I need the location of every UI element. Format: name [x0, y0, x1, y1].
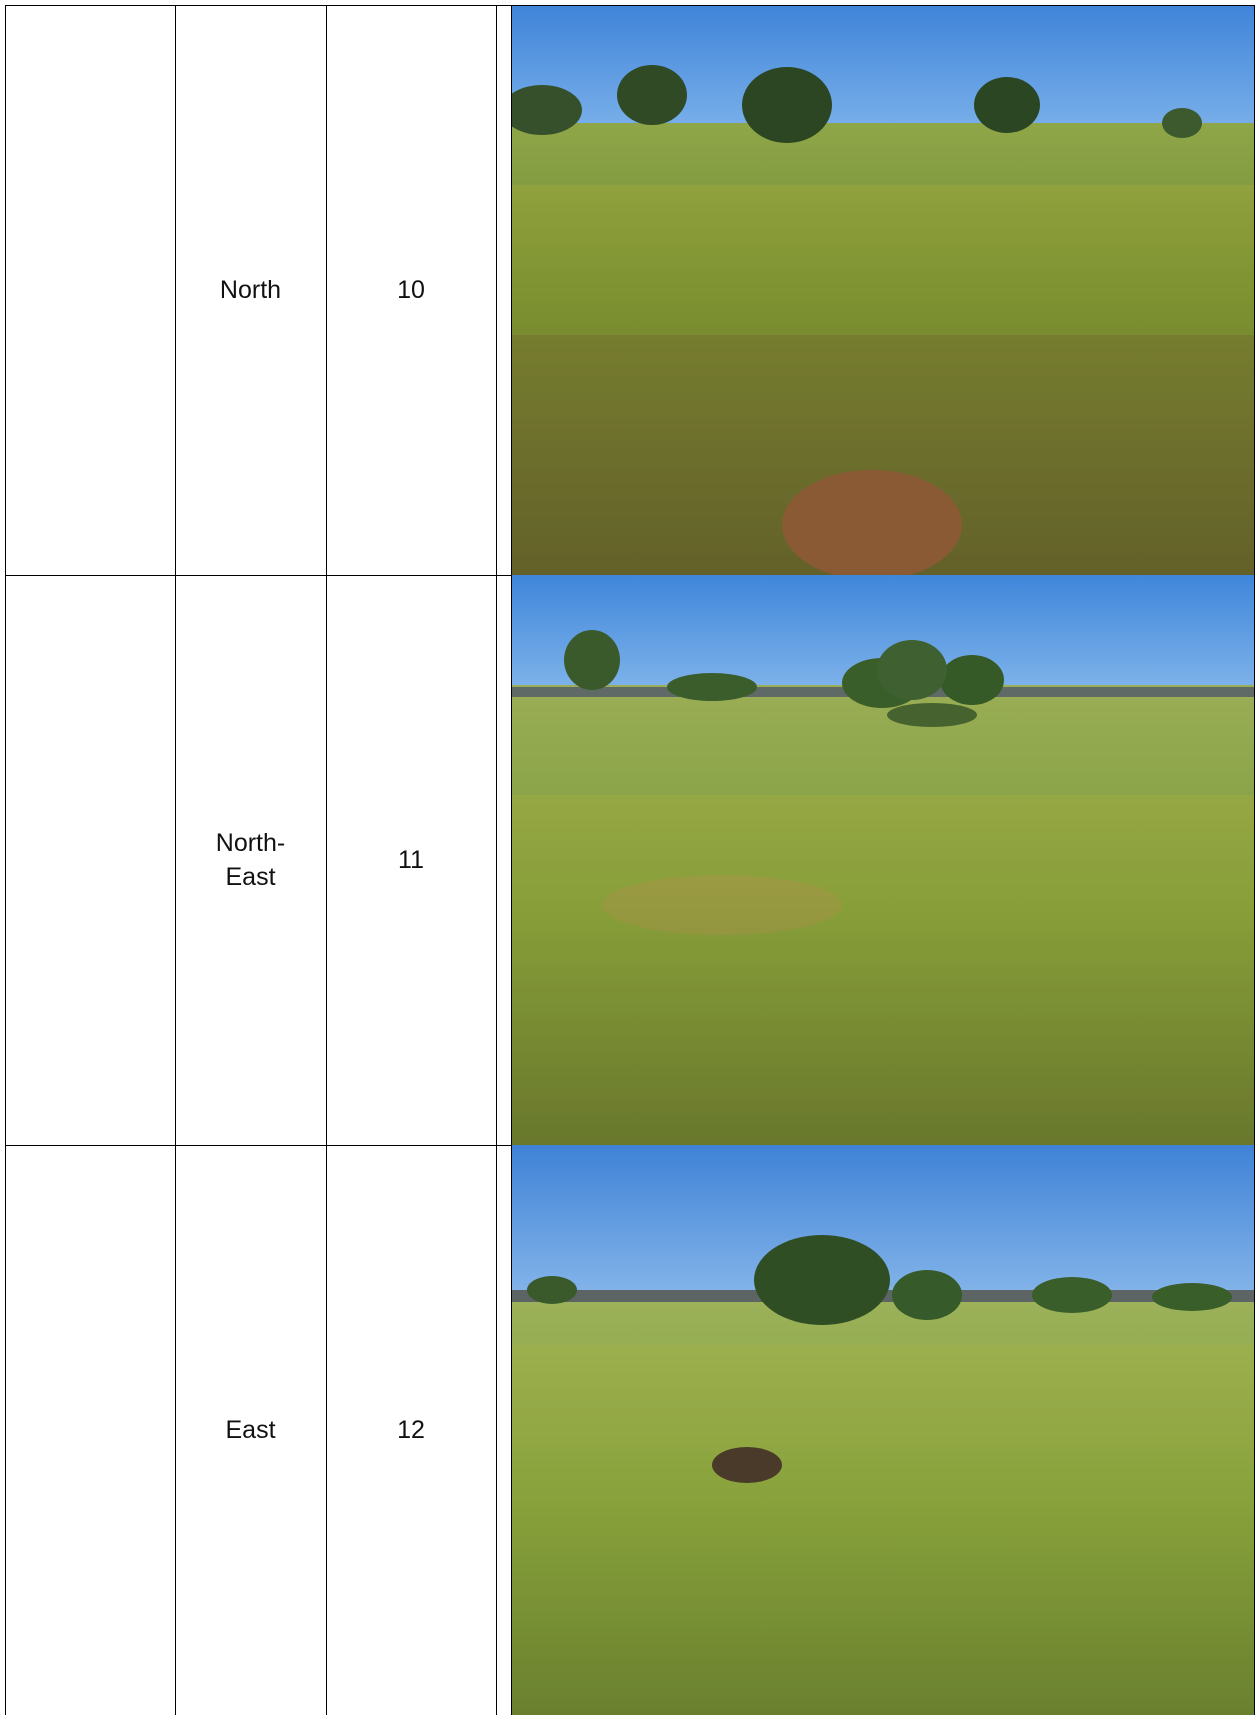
- direction-cell: North: [175, 5, 327, 575]
- photo-number: 10: [397, 276, 425, 304]
- grassland-north-photo: [512, 5, 1254, 575]
- direction-label: North: [219, 276, 282, 304]
- direction-label: North- East: [215, 829, 286, 891]
- photo-number: 12: [397, 1416, 425, 1444]
- number-cell: 11: [326, 575, 497, 1145]
- direction-cell: North- East: [175, 575, 327, 1145]
- photo-cell: [511, 5, 1255, 575]
- table-row: North- East 11: [5, 575, 1255, 1145]
- photo-number: 11: [398, 846, 424, 874]
- empty-cell: [5, 575, 176, 1145]
- table-row: East 12: [5, 1145, 1255, 1715]
- table-top-border: [5, 5, 1255, 6]
- number-cell: 10: [326, 5, 497, 575]
- grassland-east-photo: [512, 1145, 1254, 1715]
- photo-cell: [511, 575, 1255, 1145]
- photo-cell: [511, 1145, 1255, 1715]
- empty-cell: [5, 1145, 176, 1715]
- grassland-north-east-photo: [512, 575, 1254, 1145]
- empty-cell: [5, 5, 176, 575]
- direction-cell: East: [175, 1145, 327, 1715]
- table-row: North 10: [5, 5, 1255, 575]
- number-cell: 12: [326, 1145, 497, 1715]
- direction-label: East: [225, 1416, 276, 1444]
